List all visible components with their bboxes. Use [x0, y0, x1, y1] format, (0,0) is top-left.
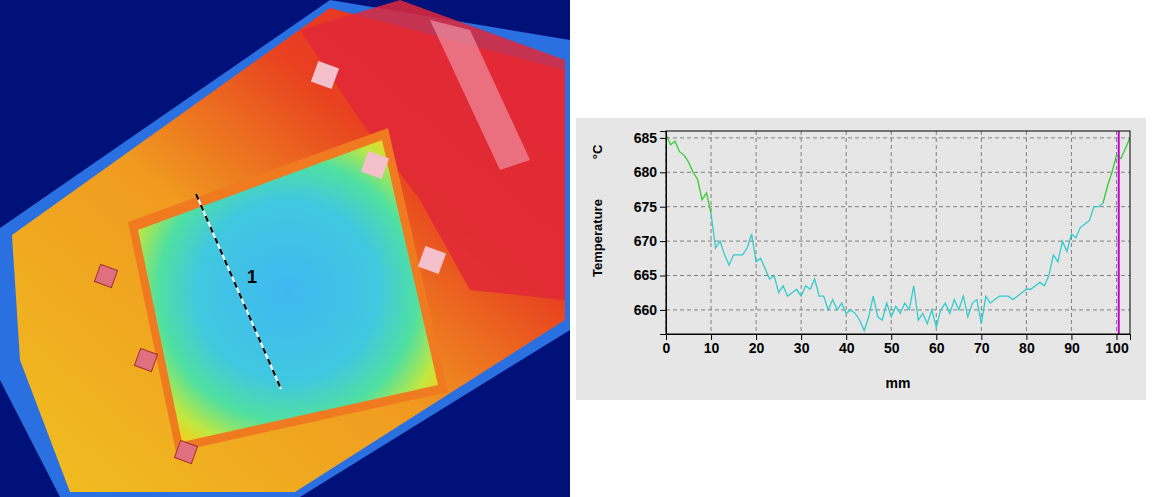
inner-square	[138, 140, 438, 442]
x-axis: 0 10 20 30 40 50 60 70 80 90 100	[663, 334, 1131, 356]
grid-line-y	[666, 275, 1130, 276]
tick: 670	[634, 233, 666, 249]
series-line	[1103, 138, 1130, 203]
plot-marks	[666, 131, 1130, 334]
tick-label: 100	[1105, 340, 1129, 356]
grid-line-x	[756, 131, 757, 334]
tick-label: 670	[634, 233, 658, 249]
pad	[94, 264, 117, 287]
tick-label: 660	[634, 302, 658, 318]
tick-mark	[660, 310, 666, 311]
grid-line-x	[1116, 131, 1117, 334]
tick: 100	[1105, 334, 1129, 356]
profile-label: 1	[247, 267, 257, 287]
plot-frame	[666, 131, 1130, 334]
profile-line-white	[196, 194, 281, 389]
chart-background	[576, 118, 1146, 400]
tick-mark	[660, 207, 666, 208]
tick-label: 70	[974, 340, 990, 356]
grid-line-y	[666, 172, 1130, 173]
tick: 30	[794, 334, 810, 356]
tick-label: 0	[663, 340, 671, 356]
axis-line	[660, 132, 667, 335]
tick: 40	[839, 334, 855, 356]
tick: 660	[634, 302, 666, 318]
tick: 60	[929, 334, 945, 356]
grid-line-y	[666, 137, 1130, 138]
tick-label: 665	[634, 267, 658, 283]
grid-line-x	[936, 131, 937, 334]
tick-label: 40	[839, 340, 855, 356]
image-background	[0, 0, 570, 497]
y-axis-unit: °C	[590, 144, 605, 159]
tick-label: 30	[794, 340, 810, 356]
tick: 50	[884, 334, 900, 356]
grid-line-x	[891, 131, 892, 334]
tick: 20	[749, 334, 765, 356]
tick-mark	[660, 276, 666, 277]
hot-pad	[311, 61, 339, 89]
plate-rim	[0, 0, 570, 497]
tick-label: 680	[634, 164, 658, 180]
tick: 80	[1019, 334, 1035, 356]
grid-line-y	[666, 241, 1130, 242]
grid-line-x	[846, 131, 847, 334]
tick-mark	[660, 172, 666, 173]
grid-line-x	[1026, 131, 1027, 334]
tick: 685	[634, 130, 666, 146]
tick-label: 90	[1064, 340, 1080, 356]
tick: 680	[634, 164, 666, 180]
hot-highlight	[430, 20, 530, 170]
tick-label: 50	[884, 340, 900, 356]
x-axis-title: mm	[886, 375, 911, 391]
tick-label: 10	[704, 340, 720, 356]
page: 1010203040506070809010066066567067568068…	[0, 0, 1166, 497]
cursor-line	[1118, 131, 1120, 334]
tick-label: 60	[929, 340, 945, 356]
tick-label: 80	[1019, 340, 1035, 356]
tick-label: 675	[634, 199, 658, 215]
plot-area	[666, 131, 1130, 334]
y-axis: 660 665 670 675 680 685	[634, 130, 667, 335]
tick-mark	[660, 138, 666, 139]
tick: 10	[704, 334, 720, 356]
grid-line-x	[1071, 131, 1072, 334]
pad	[134, 348, 157, 371]
grid-line-x	[981, 131, 982, 334]
thermal-image: 1	[0, 0, 570, 497]
chart-panel: 0 10 20 30 40 50 60 70 80 90 100 660 665 670 675 680 685…	[576, 118, 1146, 400]
tick: 90	[1064, 334, 1080, 356]
grid-line-x	[801, 131, 802, 334]
tick: 665	[634, 267, 666, 283]
grid-line-x	[711, 131, 712, 334]
tick: 0	[663, 334, 671, 356]
tick: 675	[634, 199, 666, 215]
inner-frame	[128, 128, 448, 452]
tick: 70	[974, 334, 990, 356]
hot-pad	[418, 246, 446, 274]
series-line	[711, 203, 1103, 330]
profile-line-dash	[196, 194, 281, 389]
grid	[666, 131, 1130, 334]
series-line	[666, 134, 711, 213]
tick-label: 685	[634, 130, 658, 146]
y-axis-title: Temperature	[590, 199, 605, 277]
pad	[174, 440, 197, 463]
hot-pad	[361, 151, 389, 179]
tick-label: 20	[749, 340, 765, 356]
tick-mark	[660, 241, 666, 242]
grid-line-y	[666, 206, 1130, 207]
